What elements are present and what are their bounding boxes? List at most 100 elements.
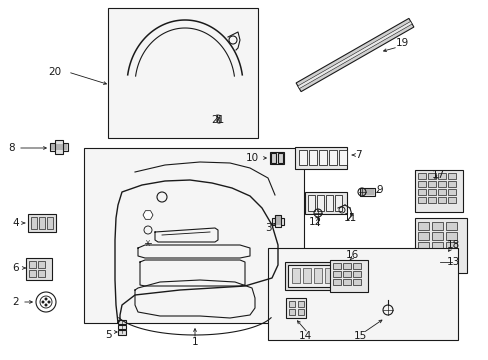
Bar [291, 268, 299, 283]
Bar [287, 265, 356, 287]
Text: 11: 11 [343, 213, 356, 223]
Bar [427, 173, 435, 179]
Bar [288, 301, 294, 307]
Bar [445, 232, 456, 240]
Bar [38, 270, 45, 277]
Text: 12: 12 [308, 217, 321, 227]
Bar [338, 150, 346, 165]
Bar [305, 192, 346, 214]
Bar [271, 218, 284, 225]
Bar [118, 325, 126, 329]
Bar [431, 222, 442, 230]
Bar [29, 270, 36, 277]
Bar [38, 261, 45, 268]
Bar [329, 260, 367, 292]
Polygon shape [142, 211, 153, 219]
Circle shape [45, 304, 47, 306]
Bar [427, 189, 435, 195]
Circle shape [45, 298, 47, 300]
Bar [414, 218, 466, 273]
Bar [294, 147, 346, 169]
Text: 19: 19 [395, 38, 408, 48]
Bar [335, 268, 343, 283]
Bar [437, 173, 445, 179]
Bar [352, 279, 360, 285]
Text: 16: 16 [345, 250, 358, 260]
Text: 18: 18 [446, 240, 459, 250]
Bar [342, 279, 350, 285]
Text: 5: 5 [104, 330, 111, 340]
Text: 3: 3 [264, 223, 271, 233]
Bar [285, 298, 305, 318]
Bar [313, 268, 321, 283]
Bar [342, 263, 350, 269]
Bar [303, 268, 310, 283]
Bar [29, 261, 36, 268]
Bar [55, 140, 63, 154]
Bar [297, 301, 304, 307]
Bar [417, 173, 425, 179]
Text: 1: 1 [191, 337, 198, 347]
Text: 9: 9 [376, 185, 383, 195]
Bar [274, 215, 281, 227]
Bar [431, 262, 442, 270]
Bar [316, 195, 324, 211]
Bar [84, 148, 304, 323]
Bar [28, 214, 56, 232]
Bar [417, 197, 425, 203]
Bar [445, 252, 456, 260]
Bar [445, 262, 456, 270]
Circle shape [48, 301, 50, 303]
Bar [447, 173, 455, 179]
Bar [328, 150, 336, 165]
Bar [325, 268, 332, 283]
Text: 4: 4 [13, 218, 19, 228]
Text: 6: 6 [13, 263, 19, 273]
Bar [307, 195, 314, 211]
Bar [445, 242, 456, 250]
Bar [285, 262, 359, 290]
Bar [318, 150, 326, 165]
Bar [332, 263, 340, 269]
Bar [447, 189, 455, 195]
Bar [342, 271, 350, 277]
Bar [278, 153, 283, 163]
Bar [417, 252, 428, 260]
Bar [50, 143, 68, 151]
Bar [437, 181, 445, 187]
Bar [334, 195, 341, 211]
Bar [298, 150, 306, 165]
Bar [267, 248, 457, 340]
Circle shape [42, 301, 44, 303]
Bar [417, 232, 428, 240]
Text: 7: 7 [354, 150, 361, 160]
Text: 10: 10 [245, 153, 258, 163]
Text: 20: 20 [48, 67, 61, 77]
Bar [445, 222, 456, 230]
Bar [427, 181, 435, 187]
Bar [447, 181, 455, 187]
Bar [118, 330, 126, 335]
Polygon shape [296, 18, 413, 92]
Bar [332, 279, 340, 285]
Text: 13: 13 [446, 257, 459, 267]
Bar [269, 152, 284, 164]
Bar [447, 197, 455, 203]
Text: 15: 15 [353, 331, 366, 341]
Bar [427, 197, 435, 203]
Bar [359, 188, 374, 196]
Bar [270, 153, 275, 163]
Bar [308, 150, 316, 165]
Text: 14: 14 [298, 331, 311, 341]
Bar [39, 217, 45, 229]
Bar [417, 242, 428, 250]
Bar [437, 197, 445, 203]
Bar [352, 263, 360, 269]
Bar [332, 271, 340, 277]
Bar [118, 320, 126, 324]
Bar [297, 309, 304, 315]
Bar [437, 189, 445, 195]
Text: 8: 8 [9, 143, 15, 153]
Bar [417, 222, 428, 230]
Bar [431, 252, 442, 260]
